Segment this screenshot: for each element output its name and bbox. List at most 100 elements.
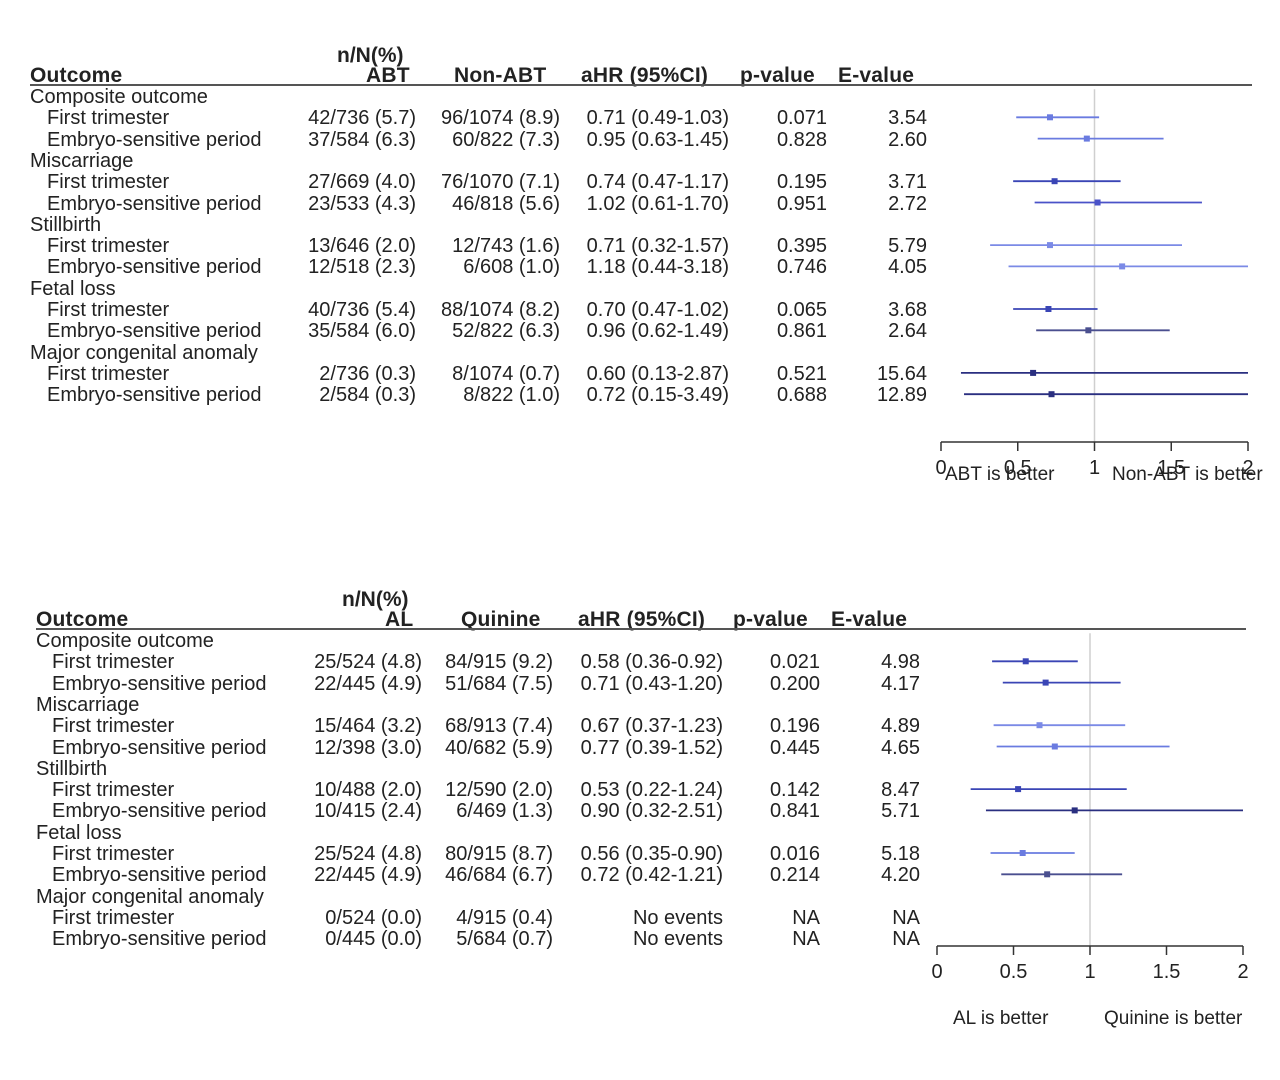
row-label: First trimester xyxy=(47,235,170,258)
point-estimate xyxy=(1085,327,1092,334)
outcome-group-label: Miscarriage xyxy=(30,149,134,172)
p-value: 0.828 xyxy=(776,128,827,151)
ahr-header: aHR (95%CI) xyxy=(578,608,706,631)
ahr-value: 0.53 (0.22-1.24) xyxy=(580,779,723,802)
nn-header: n/N(%) xyxy=(337,44,404,67)
outcome-group-label: Major congenital anomaly xyxy=(36,885,264,908)
group2-count: 84/915 (9.2) xyxy=(445,651,553,674)
row-label: Embryo-sensitive period xyxy=(52,864,267,887)
row-label: Embryo-sensitive period xyxy=(47,384,262,407)
evalue-header: E-value xyxy=(838,64,915,87)
e-value: 4.17 xyxy=(881,672,920,695)
row-label: First trimester xyxy=(47,171,170,194)
e-value: 2.64 xyxy=(888,320,927,343)
x-tick-label: 2 xyxy=(1242,457,1253,479)
ahr-value: 0.90 (0.32-2.51) xyxy=(580,800,723,823)
point-estimate xyxy=(1046,114,1053,121)
e-value: 4.98 xyxy=(881,651,920,674)
row-label: Embryo-sensitive period xyxy=(52,736,267,759)
group2-count: 8/822 (1.0) xyxy=(463,384,560,407)
group2-count: 12/743 (1.6) xyxy=(452,235,560,258)
row-label: Embryo-sensitive period xyxy=(52,672,267,695)
row-label: First trimester xyxy=(52,715,175,738)
outcome-header: Outcome xyxy=(36,608,129,631)
p-value: 0.746 xyxy=(776,256,827,279)
e-value: 3.68 xyxy=(888,299,927,321)
ahr-value: 0.58 (0.36-0.92) xyxy=(580,651,723,674)
group2-count: 68/913 (7.4) xyxy=(445,715,553,738)
point-estimate xyxy=(1119,263,1126,270)
point-estimate xyxy=(1022,658,1029,665)
point-estimate xyxy=(1071,807,1078,814)
ahr-value: 1.18 (0.44-3.18) xyxy=(586,256,729,279)
group1-count: 27/669 (4.0) xyxy=(308,171,416,194)
e-value: 3.71 xyxy=(888,171,927,194)
p-value: 0.021 xyxy=(769,651,820,674)
outcome-group-label: Composite outcome xyxy=(36,630,214,652)
row-label: First trimester xyxy=(52,906,175,929)
favors-left-label: ABT is better xyxy=(945,464,1055,485)
outcome-group-label: Stillbirth xyxy=(36,757,108,780)
e-value: 4.65 xyxy=(881,736,920,759)
point-estimate xyxy=(1019,850,1026,856)
group2-count: 80/915 (8.7) xyxy=(445,843,553,865)
point-estimate xyxy=(1030,369,1037,376)
group1-count: 42/736 (5.7) xyxy=(308,107,416,130)
row-label: Embryo-sensitive period xyxy=(52,928,267,951)
ahr-value: 0.72 (0.42-1.21) xyxy=(580,864,723,887)
point-estimate xyxy=(1051,743,1058,750)
e-value: 5.18 xyxy=(881,843,920,865)
group1-count: 25/524 (4.8) xyxy=(314,843,422,865)
x-tick-label: 1 xyxy=(1084,961,1095,983)
ahr-value: 0.70 (0.47-1.02) xyxy=(586,299,729,321)
point-estimate xyxy=(1044,871,1051,878)
outcome-group-label: Composite outcome xyxy=(30,86,208,108)
group2-count: 88/1074 (8.2) xyxy=(441,299,560,321)
row-label: First trimester xyxy=(52,651,175,674)
x-tick-label: 0.5 xyxy=(1004,457,1032,479)
outcome-group-label: Miscarriage xyxy=(36,693,140,716)
group2-count: 12/590 (2.0) xyxy=(445,779,553,802)
evalue-header: E-value xyxy=(831,608,908,631)
ahr-value: 0.71 (0.32-1.57) xyxy=(586,235,729,258)
e-value: 3.54 xyxy=(888,107,927,130)
group2-count: 5/684 (0.7) xyxy=(456,928,553,951)
group2-count: 40/682 (5.9) xyxy=(445,736,553,759)
group2-count: 4/915 (0.4) xyxy=(456,906,553,929)
row-label: Embryo-sensitive period xyxy=(47,128,262,151)
favors-right-label: Quinine is better xyxy=(1104,1008,1243,1029)
point-estimate xyxy=(1048,391,1055,398)
e-value: 8.47 xyxy=(881,779,920,802)
forest-plot-al: n/N(%) Outcome AL Quinine aHR (95%CI) p-… xyxy=(0,584,1280,1064)
e-value: NA xyxy=(892,906,920,929)
p-value: 0.688 xyxy=(776,384,827,407)
ahr-value: 0.77 (0.39-1.52) xyxy=(580,736,723,759)
row-label: Embryo-sensitive period xyxy=(52,800,267,823)
e-value: 12.89 xyxy=(876,384,927,407)
e-value: 2.60 xyxy=(888,128,927,151)
p-value: 0.841 xyxy=(769,800,820,823)
ahr-value: 0.96 (0.62-1.49) xyxy=(586,320,729,343)
ahr-value: 1.02 (0.61-1.70) xyxy=(586,192,729,215)
ahr-value: 0.67 (0.37-1.23) xyxy=(580,715,723,738)
group1-count: 15/464 (3.2) xyxy=(314,715,422,738)
group1-header: ABT xyxy=(366,64,410,87)
group1-count: 13/646 (2.0) xyxy=(308,235,416,258)
point-estimate xyxy=(1046,242,1053,249)
p-value: 0.395 xyxy=(776,235,827,258)
point-estimate xyxy=(1045,306,1052,312)
group1-count: 23/533 (4.3) xyxy=(308,192,416,215)
p-value: NA xyxy=(792,928,820,951)
point-estimate xyxy=(1015,786,1022,793)
ahr-value: 0.95 (0.63-1.45) xyxy=(586,128,729,151)
ahr-value: 0.60 (0.13-2.87) xyxy=(586,362,729,385)
ahr-value: 0.56 (0.35-0.90) xyxy=(580,843,723,865)
row-label: First trimester xyxy=(52,843,175,865)
favors-right-label: Non-ABT is better xyxy=(1112,464,1263,485)
group1-count: 37/584 (6.3) xyxy=(308,128,416,151)
e-value: 5.79 xyxy=(888,235,927,258)
group1-count: 35/584 (6.0) xyxy=(308,320,416,343)
pvalue-header: p-value xyxy=(740,64,815,87)
e-value: 4.20 xyxy=(881,864,920,887)
point-estimate xyxy=(1036,722,1043,729)
